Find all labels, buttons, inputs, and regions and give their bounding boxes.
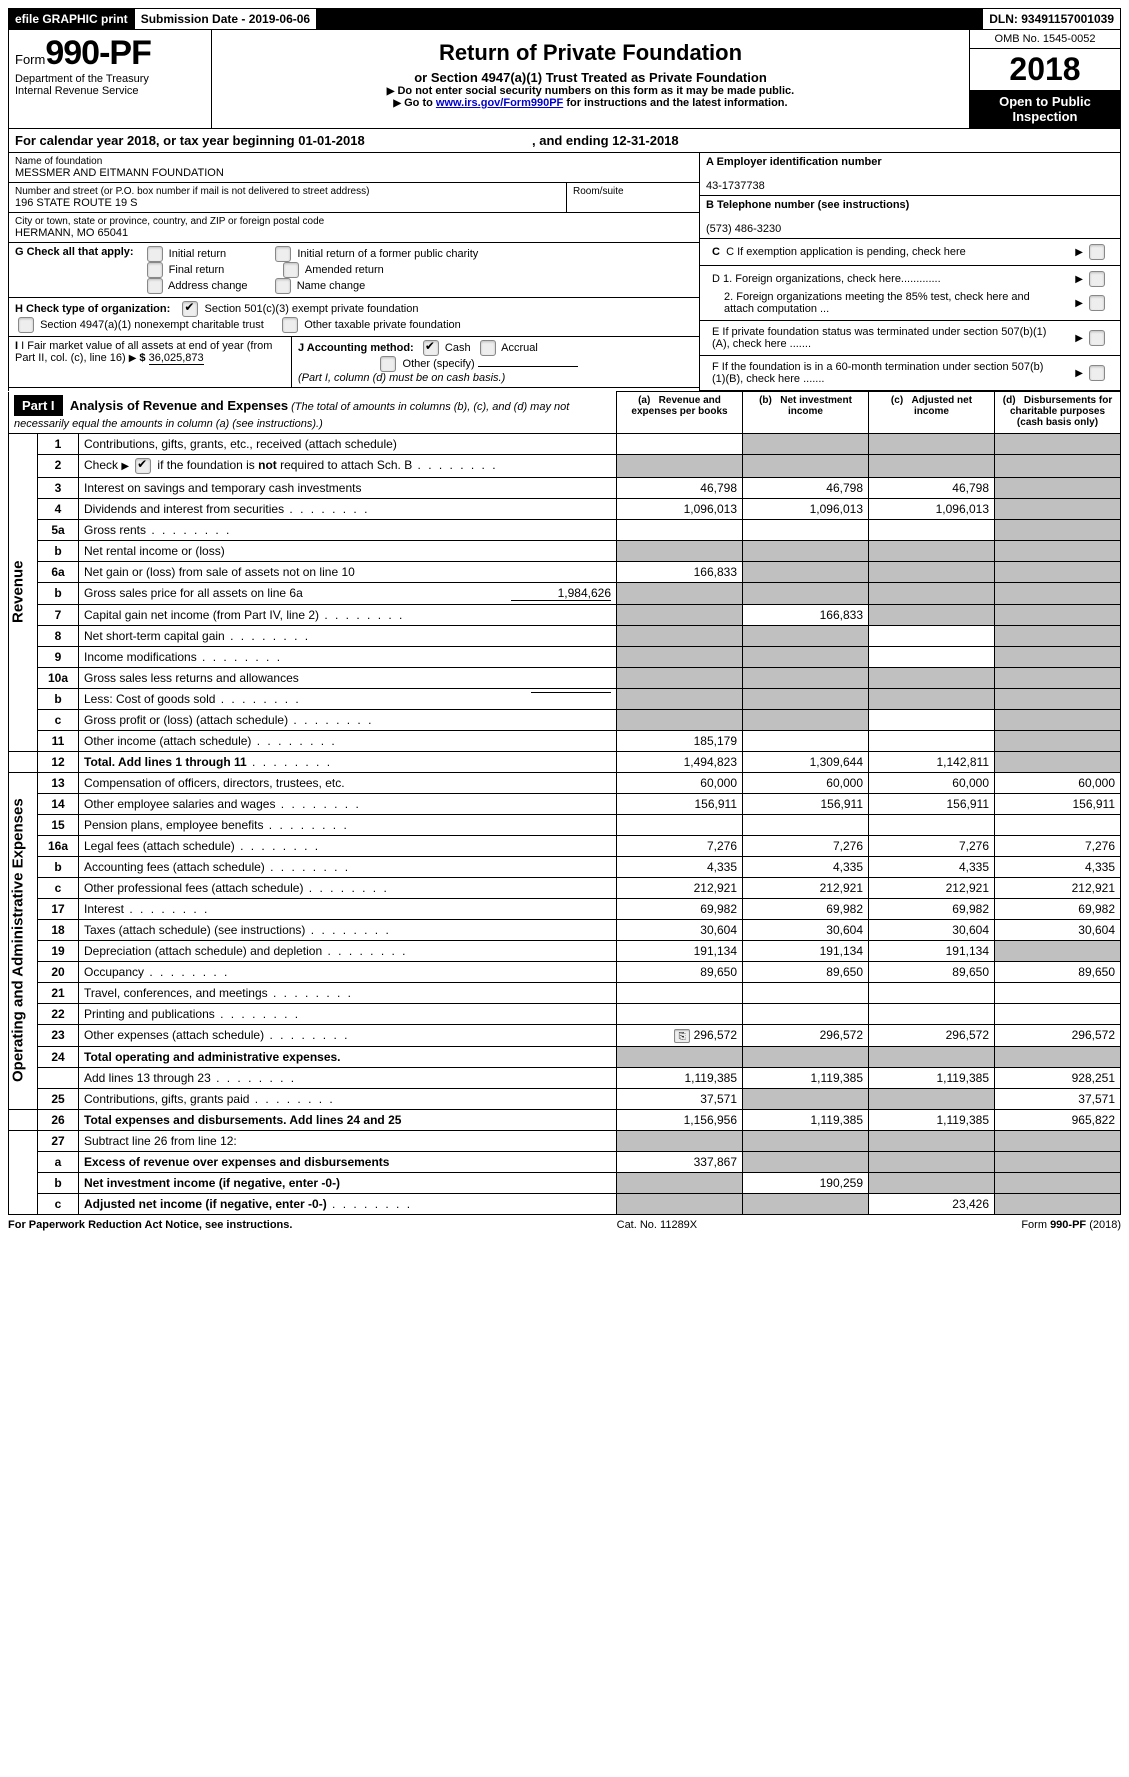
- checkbox-amended[interactable]: [283, 262, 299, 278]
- header-right: OMB No. 1545-0052 2018 Open to Public In…: [969, 30, 1120, 128]
- submission-date: Submission Date - 2019-06-06: [135, 9, 317, 29]
- top-bar: efile GRAPHIC print Submission Date - 20…: [8, 8, 1121, 30]
- footer-left: For Paperwork Reduction Act Notice, see …: [8, 1219, 292, 1231]
- instructions-link[interactable]: www.irs.gov/Form990PF: [436, 97, 563, 109]
- checkbox-initial-return[interactable]: [147, 246, 163, 262]
- efile-label: efile GRAPHIC print: [9, 9, 135, 29]
- expenses-section-label: Operating and Administrative Expenses: [9, 772, 38, 1109]
- phone-value: (573) 486-3230: [706, 223, 781, 235]
- address-cell: Number and street (or P.O. box number if…: [9, 183, 567, 212]
- form-word: Form: [15, 52, 45, 67]
- omb-number: OMB No. 1545-0052: [970, 30, 1120, 49]
- checkbox-sch-b[interactable]: [135, 458, 151, 474]
- footer-mid: Cat. No. 11289X: [617, 1219, 698, 1231]
- section-i-j: I I Fair market value of all assets at e…: [9, 337, 699, 388]
- col-a-header: (a) Revenue and expenses per books: [617, 392, 743, 434]
- dln: DLN: 93491157001039: [983, 9, 1120, 29]
- ein-value: 43-1737738: [706, 180, 765, 192]
- ein-cell: A Employer identification number 43-1737…: [700, 153, 1120, 196]
- foundation-city: HERMANN, MO 65041: [15, 227, 693, 239]
- form-title: Return of Private Foundation: [218, 40, 963, 66]
- section-f: F If the foundation is in a 60-month ter…: [700, 356, 1120, 391]
- checkbox-f[interactable]: [1089, 365, 1105, 381]
- info-grid: Name of foundation MESSMER AND EITMANN F…: [8, 153, 1121, 391]
- checkbox-accrual[interactable]: [480, 340, 496, 356]
- checkbox-d1[interactable]: [1089, 271, 1105, 287]
- col-c-header: (c) Adjusted net income: [869, 392, 995, 434]
- checkbox-c[interactable]: [1089, 244, 1105, 260]
- checkbox-address-change[interactable]: [147, 278, 163, 294]
- foundation-name: MESSMER AND EITMANN FOUNDATION: [15, 167, 693, 179]
- header-center: Return of Private Foundation or Section …: [212, 30, 969, 128]
- checkbox-cash[interactable]: [423, 340, 439, 356]
- footer: For Paperwork Reduction Act Notice, see …: [8, 1215, 1121, 1231]
- foundation-name-cell: Name of foundation MESSMER AND EITMANN F…: [9, 153, 699, 183]
- section-h: H Check type of organization: Section 50…: [9, 298, 699, 337]
- footer-right: Form 990-PF (2018): [1021, 1219, 1121, 1231]
- form-number: 990-PF: [45, 34, 151, 72]
- checkbox-name-change[interactable]: [275, 278, 291, 294]
- checkbox-e[interactable]: [1089, 330, 1105, 346]
- section-g: G Check all that apply: Initial return I…: [9, 243, 699, 298]
- checkbox-other-method[interactable]: [380, 356, 396, 372]
- form-header: Form990-PF Department of the Treasury In…: [8, 30, 1121, 129]
- room-cell: Room/suite: [567, 183, 699, 212]
- header-left: Form990-PF Department of the Treasury In…: [9, 30, 212, 128]
- phone-cell: B Telephone number (see instructions) (5…: [700, 196, 1120, 239]
- open-public: Open to Public Inspection: [970, 90, 1120, 128]
- col-b-header: (b) Net investment income: [743, 392, 869, 434]
- form-subtitle: or Section 4947(a)(1) Trust Treated as P…: [218, 70, 963, 85]
- attachment-icon[interactable]: ⎘: [674, 1029, 690, 1043]
- checkbox-initial-former[interactable]: [275, 246, 291, 262]
- fmv-value: 36,025,873: [149, 352, 204, 365]
- checkbox-other-taxable[interactable]: [282, 317, 298, 333]
- section-d: D 1. Foreign organizations, check here..…: [700, 266, 1120, 321]
- spacer: [317, 9, 983, 29]
- ssn-warning: Do not enter social security numbers on …: [397, 85, 794, 97]
- section-e: E If private foundation status was termi…: [700, 321, 1120, 356]
- checkbox-d2[interactable]: [1089, 295, 1105, 311]
- calendar-year-line: For calendar year 2018, or tax year begi…: [8, 129, 1121, 153]
- checkbox-final-return[interactable]: [147, 262, 163, 278]
- foundation-address: 196 STATE ROUTE 19 S: [15, 197, 560, 209]
- col-d-header: (d) Disbursements for charitable purpose…: [995, 392, 1121, 434]
- section-c: C C If exemption application is pending,…: [700, 239, 1120, 266]
- revenue-section-label: Revenue: [9, 433, 38, 751]
- part1-tab: Part I: [14, 395, 63, 416]
- checkbox-501c3[interactable]: [182, 301, 198, 317]
- tax-year: 2018: [970, 49, 1120, 90]
- part1-table: Part I Analysis of Revenue and Expenses …: [8, 391, 1121, 1215]
- city-cell: City or town, state or province, country…: [9, 213, 699, 243]
- dept-line: Department of the Treasury Internal Reve…: [15, 73, 205, 97]
- checkbox-4947[interactable]: [18, 317, 34, 333]
